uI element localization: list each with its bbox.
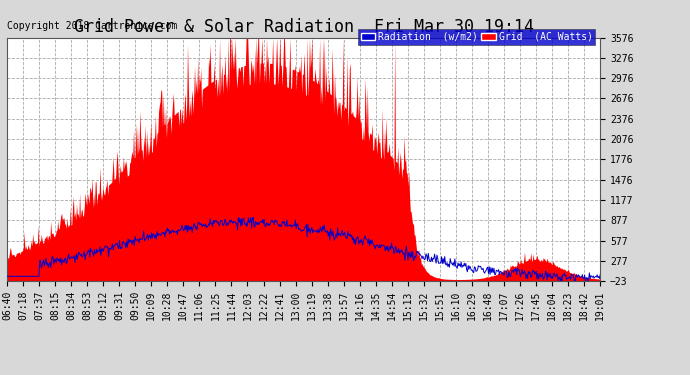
Legend: Radiation  (w/m2), Grid  (AC Watts): Radiation (w/m2), Grid (AC Watts) xyxy=(358,29,595,45)
Title: Grid Power & Solar Radiation  Fri Mar 30 19:14: Grid Power & Solar Radiation Fri Mar 30 … xyxy=(74,18,533,36)
Text: Copyright 2018 Cartronics.com: Copyright 2018 Cartronics.com xyxy=(7,21,177,32)
